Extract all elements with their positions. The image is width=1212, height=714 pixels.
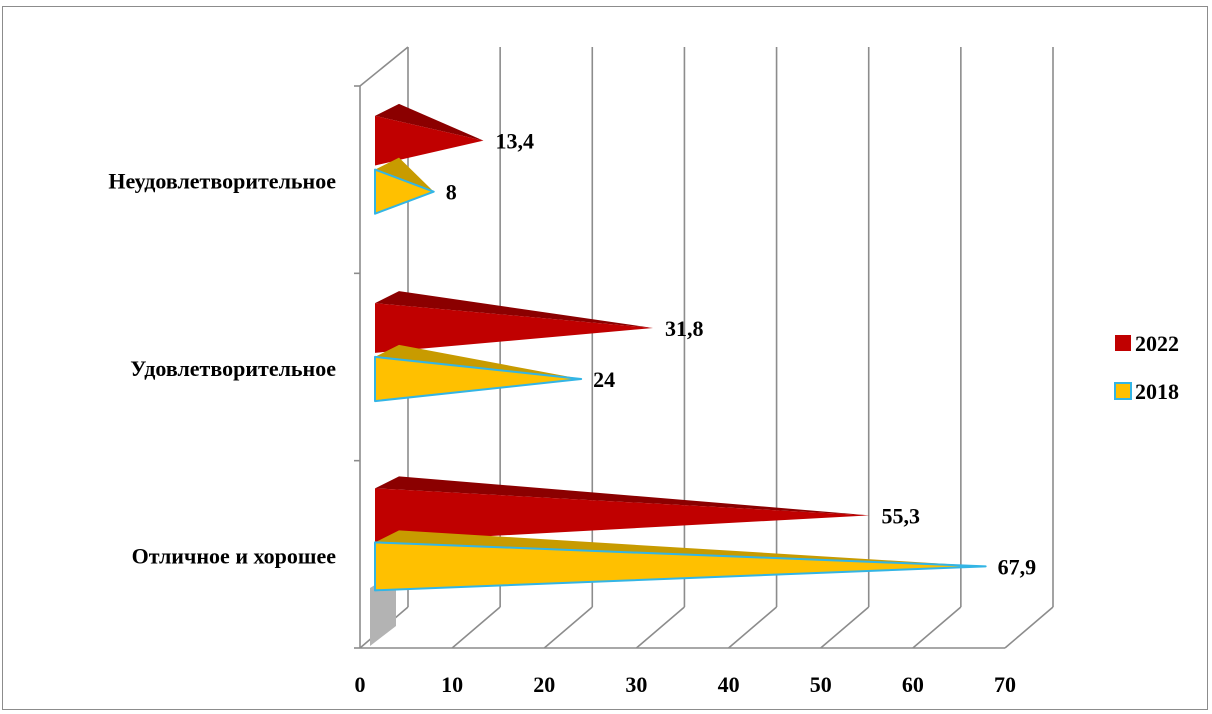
y-axis-top-edge [359, 46, 409, 87]
floor-line-20 [543, 606, 593, 649]
legend-swatch-2022 [1115, 335, 1131, 351]
bar-2018 [374, 168, 435, 215]
data-label-2018: 24 [593, 367, 615, 392]
data-label-2018: 8 [446, 180, 457, 205]
bar-top-2022 [375, 476, 870, 516]
bar-top-2018 [375, 530, 986, 567]
bar-2018 [374, 355, 583, 403]
x-tick-label: 70 [994, 672, 1016, 697]
x-tick-label: 40 [718, 672, 740, 697]
category-label: Отличное и хорошее [132, 543, 337, 568]
bar-2022 [375, 115, 484, 166]
x-tick-label: 60 [902, 672, 924, 697]
category-label: Удовлетворительное [130, 356, 336, 381]
floor-line-70 [1004, 606, 1054, 649]
data-label-2022: 31,8 [665, 316, 704, 341]
bar-top-2018 [375, 157, 434, 192]
x-tick-label: 20 [533, 672, 555, 697]
bar-top-2022 [375, 103, 484, 141]
chart-frame [2, 6, 1208, 710]
x-tick-label: 0 [355, 672, 366, 697]
category-label: Неудовлетворительное [108, 169, 336, 194]
bar-top-2022 [375, 291, 654, 328]
legend-swatch-2018 [1114, 382, 1132, 400]
legend-label-2022: 2022 [1135, 331, 1179, 356]
data-label-2022: 55,3 [882, 503, 921, 528]
floor-line-40 [728, 606, 778, 649]
x-tick-label: 50 [810, 672, 832, 697]
x-tick-label: 30 [625, 672, 647, 697]
data-label-2022: 13,4 [495, 129, 534, 154]
data-label-2018: 67,9 [998, 554, 1037, 579]
floor-line-10 [451, 606, 501, 649]
bar-2022 [375, 303, 654, 353]
floor-line-50 [820, 606, 870, 649]
floor-line-60 [912, 606, 962, 649]
bar-top-2018 [375, 344, 582, 379]
bar-2018 [374, 541, 987, 592]
floor-line-30 [635, 606, 685, 649]
x-tick-label: 10 [441, 672, 463, 697]
legend-label-2018: 2018 [1135, 379, 1179, 404]
bar-2022 [375, 488, 870, 543]
